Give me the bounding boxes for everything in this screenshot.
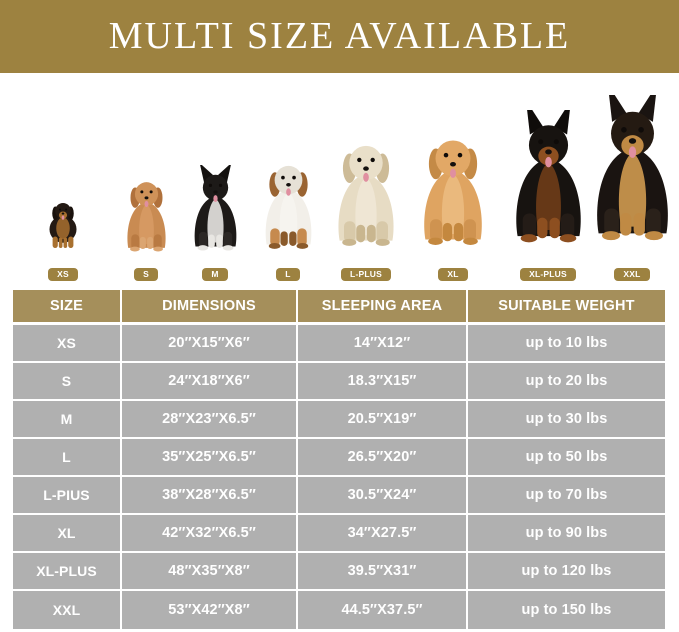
cell-size: M: [13, 401, 122, 439]
cell-sleeping-area: 30.5″X24″: [298, 477, 468, 515]
dog-size-item-xs: XS: [17, 187, 109, 281]
size-badge-xxl: XXL: [614, 267, 650, 281]
cell-weight: up to 10 lbs: [468, 325, 665, 363]
cell-dimensions: 24″X18″X6″: [122, 363, 298, 401]
cell-dimensions: 35″X25″X6.5″: [122, 439, 298, 477]
table-row: XS 20″X15″X6″ 14″X12″ up to 10 lbs: [13, 325, 665, 363]
cell-weight: up to 120 lbs: [468, 553, 665, 591]
page-title: MULTI SIZE AVAILABLE: [108, 14, 571, 57]
dog-size-item-xl: XL: [407, 127, 499, 281]
dog-size-item-s: S: [100, 173, 192, 281]
cell-dimensions: 48″X35″X8″: [122, 553, 298, 591]
cell-sleeping-area: 18.3″X15″: [298, 363, 468, 401]
table-row: XXL 53″X42″X8″ 44.5″X37.5″ up to 150 lbs: [13, 591, 665, 629]
cell-sleeping-area: 34″X27.5″: [298, 515, 468, 553]
cell-dimensions: 28″X23″X6.5″: [122, 401, 298, 439]
toy-poodle-illustration: [116, 173, 177, 265]
column-header-sleeping-area: SLEEPING AREA: [298, 290, 468, 325]
table-header-row: SIZE DIMENSIONS SLEEPING AREA SUITABLE W…: [13, 290, 665, 325]
dog-size-gallery: XS S: [0, 73, 679, 281]
doberman-illustration: [497, 109, 600, 265]
cell-sleeping-area: 39.5″X31″: [298, 553, 468, 591]
size-badge-m: M: [202, 267, 228, 281]
header-banner: MULTI SIZE AVAILABLE: [0, 0, 679, 73]
dog-size-item-l-plus: L-PLUS: [320, 133, 412, 281]
dog-size-item-m: M: [169, 164, 261, 281]
cell-dimensions: 20″X15″X6″: [122, 325, 298, 363]
dog-size-item-xl-plus: XL-PLUS: [502, 109, 594, 281]
cell-size: XS: [13, 325, 122, 363]
beagle-illustration: [252, 155, 325, 265]
table-row: L-PIUS 38″X28″X6.5″ 30.5″X24″ up to 70 lbs: [13, 477, 665, 515]
cell-dimensions: 53″X42″X8″: [122, 591, 298, 629]
cell-weight: up to 90 lbs: [468, 515, 665, 553]
cell-weight: up to 20 lbs: [468, 363, 665, 401]
cell-sleeping-area: 44.5″X37.5″: [298, 591, 468, 629]
column-header-size: SIZE: [13, 290, 122, 325]
french-bulldog-illustration: [182, 164, 249, 265]
cell-size: L-PIUS: [13, 477, 122, 515]
table-row: M 28″X23″X6.5″ 20.5″X19″ up to 30 lbs: [13, 401, 665, 439]
cell-size: XL: [13, 515, 122, 553]
cell-sleeping-area: 26.5″X20″: [298, 439, 468, 477]
dachshund-illustration: [37, 187, 89, 265]
cell-weight: up to 150 lbs: [468, 591, 665, 629]
dog-size-item-xxl: XXL: [586, 94, 678, 281]
size-badge-l-plus: L-PLUS: [341, 267, 391, 281]
cell-sleeping-area: 20.5″X19″: [298, 401, 468, 439]
cream-retriever-illustration: [322, 133, 410, 265]
size-chart-table: SIZE DIMENSIONS SLEEPING AREA SUITABLE W…: [13, 290, 665, 629]
cell-sleeping-area: 14″X12″: [298, 325, 468, 363]
size-badge-l: L: [276, 267, 300, 281]
dog-size-item-l: L: [242, 155, 334, 281]
size-badge-xl-plus: XL-PLUS: [520, 267, 576, 281]
cell-size: XL-PLUS: [13, 553, 122, 591]
table-row: XL 42″X32″X6.5″ 34″X27.5″ up to 90 lbs: [13, 515, 665, 553]
cell-weight: up to 70 lbs: [468, 477, 665, 515]
table-row: L 35″X25″X6.5″ 26.5″X20″ up to 50 lbs: [13, 439, 665, 477]
table-row: XL-PLUS 48″X35″X8″ 39.5″X31″ up to 120 lbs: [13, 553, 665, 591]
column-header-dimensions: DIMENSIONS: [122, 290, 298, 325]
column-header-suitable-weight: SUITABLE WEIGHT: [468, 290, 665, 325]
size-badge-s: S: [134, 267, 158, 281]
cell-weight: up to 50 lbs: [468, 439, 665, 477]
cell-dimensions: 42″X32″X6.5″: [122, 515, 298, 553]
size-badge-xs: XS: [48, 267, 78, 281]
cell-size: XXL: [13, 591, 122, 629]
size-badge-xl: XL: [438, 267, 468, 281]
golden-retriever-illustration: [407, 127, 499, 265]
table-row: S 24″X18″X6″ 18.3″X15″ up to 20 lbs: [13, 363, 665, 401]
cell-weight: up to 30 lbs: [468, 401, 665, 439]
cell-size: L: [13, 439, 122, 477]
cell-size: S: [13, 363, 122, 401]
cell-dimensions: 38″X28″X6.5″: [122, 477, 298, 515]
german-shepherd-illustration: [576, 94, 679, 265]
